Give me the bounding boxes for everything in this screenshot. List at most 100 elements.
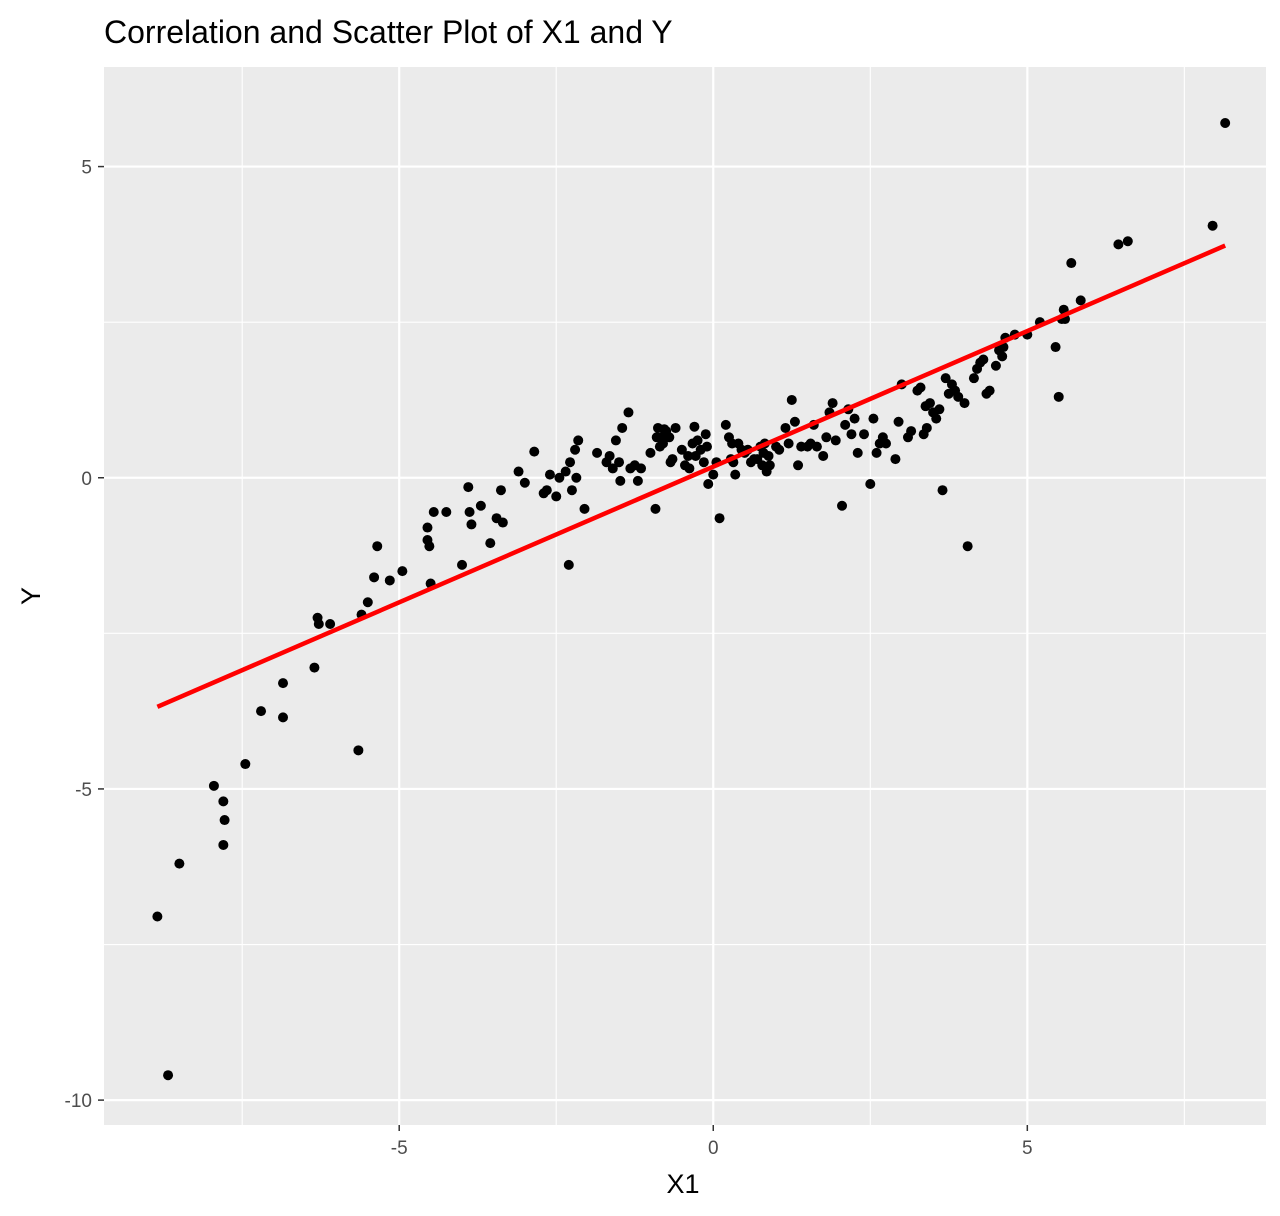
data-point <box>818 450 829 461</box>
data-point <box>372 541 383 552</box>
fit-line <box>156 243 1227 709</box>
data-point <box>698 457 709 468</box>
data-point <box>1066 258 1077 269</box>
data-point <box>683 450 694 461</box>
data-point <box>497 517 508 528</box>
data-point <box>890 454 901 465</box>
data-point <box>940 373 951 384</box>
data-point <box>763 450 774 461</box>
data-point <box>959 398 970 409</box>
data-point <box>397 566 408 577</box>
data-point <box>689 421 700 432</box>
grid-minor <box>104 67 1266 1125</box>
data-point <box>968 373 979 384</box>
chart-title: Correlation and Scatter Plot of X1 and Y <box>104 14 673 50</box>
data-point <box>840 419 851 430</box>
y-axis: -10 -5 0 5 <box>65 158 104 1112</box>
data-point <box>636 463 647 474</box>
data-point <box>684 463 695 474</box>
data-point <box>617 422 628 433</box>
data-point <box>464 506 475 517</box>
data-point <box>313 619 324 630</box>
data-point <box>519 477 530 488</box>
data-point <box>623 407 634 418</box>
data-point <box>529 446 540 457</box>
x-axis: -5 0 5 <box>391 1125 1033 1159</box>
data-point <box>541 485 552 496</box>
data-point <box>780 422 791 433</box>
data-point <box>174 858 185 869</box>
data-point <box>457 559 468 570</box>
data-point <box>868 413 879 424</box>
data-point <box>369 572 380 583</box>
data-point <box>163 1070 174 1081</box>
data-point <box>579 503 590 514</box>
data-point <box>984 385 995 396</box>
data-point <box>424 541 435 552</box>
data-point <box>463 482 474 493</box>
data-point <box>670 422 681 433</box>
data-point <box>852 447 863 458</box>
data-point <box>219 815 230 826</box>
data-point <box>692 435 703 446</box>
data-point <box>667 454 678 465</box>
data-point <box>924 398 935 409</box>
x-tick-label: 0 <box>708 1138 719 1159</box>
data-point <box>865 478 876 489</box>
data-point <box>811 441 822 452</box>
data-point <box>931 413 942 424</box>
data-point <box>485 538 496 549</box>
data-point <box>1207 220 1218 231</box>
data-point <box>563 559 574 570</box>
data-point <box>830 435 841 446</box>
data-point <box>906 426 917 437</box>
data-point <box>789 416 800 427</box>
y-tick-label: -10 <box>65 1091 92 1112</box>
data-point <box>466 519 477 530</box>
data-point <box>325 619 336 630</box>
data-point <box>997 351 1008 362</box>
data-point <box>793 460 804 471</box>
x-tick-label: -5 <box>391 1138 408 1159</box>
data-point <box>353 745 364 756</box>
data-point <box>774 444 785 455</box>
data-point <box>990 360 1001 371</box>
y-tick-label: 5 <box>81 158 92 179</box>
data-point <box>615 475 626 486</box>
data-point <box>859 429 870 440</box>
data-point <box>786 394 797 405</box>
data-point <box>664 432 675 443</box>
data-point <box>278 712 289 723</box>
data-point <box>701 441 712 452</box>
data-point <box>614 457 625 468</box>
data-point <box>978 354 989 365</box>
y-tick-label: 0 <box>81 469 92 490</box>
data-point <box>937 485 948 496</box>
data-point <box>764 460 775 471</box>
data-point <box>837 500 848 511</box>
data-point <box>893 416 904 427</box>
data-point <box>278 678 289 689</box>
data-point <box>1113 239 1124 250</box>
data-point <box>708 469 719 480</box>
data-point <box>573 435 584 446</box>
data-point <box>513 466 524 477</box>
data-point <box>821 432 832 443</box>
data-point <box>560 466 571 477</box>
data-point <box>152 911 163 922</box>
data-point <box>384 575 395 586</box>
data-point <box>495 485 506 496</box>
data-point <box>362 597 373 608</box>
data-point <box>676 444 687 455</box>
data-point <box>730 469 741 480</box>
plot-panel <box>104 67 1266 1125</box>
x-tick-label: 5 <box>1022 1138 1033 1159</box>
data-point <box>592 447 603 458</box>
data-point <box>827 398 838 409</box>
fit-line-group <box>156 243 1227 709</box>
data-point <box>566 485 577 496</box>
data-point <box>441 506 452 517</box>
x-axis-title: X1 <box>666 1169 699 1199</box>
data-point <box>962 541 973 552</box>
